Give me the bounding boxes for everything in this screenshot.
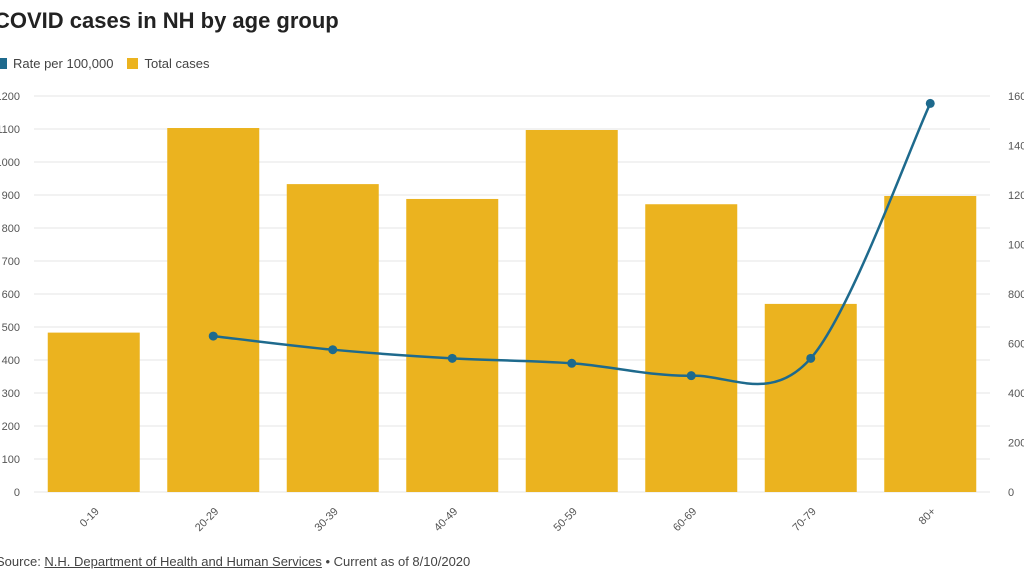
bar	[406, 198, 499, 492]
source-suffix: • Current as of 8/10/2020	[321, 554, 471, 569]
x-tick-label: 0-19	[78, 506, 102, 530]
right-tick-label: 1200	[1008, 190, 1024, 202]
rate-point	[806, 353, 816, 363]
left-tick-label: 400	[2, 355, 20, 367]
rate-swatch	[0, 58, 7, 69]
left-tick-label: 100	[2, 454, 20, 466]
left-tick-label: 500	[2, 322, 20, 334]
left-tick-label: 700	[2, 256, 20, 268]
bars	[47, 128, 977, 493]
legend: Rate per 100,000 Total cases	[0, 56, 210, 71]
source-link[interactable]: N.H. Department of Health and Human Serv…	[44, 554, 322, 569]
legend-item-cases: Total cases	[127, 56, 210, 71]
left-tick-label: 600	[2, 289, 20, 301]
right-tick-label: 1000	[1008, 240, 1024, 252]
bar	[884, 195, 977, 493]
rate-line	[208, 98, 935, 386]
left-axis-ticks: 0 100 200 300 400 500 600 700 800 900 1000 1100 1200	[0, 91, 20, 499]
source-note: Source: N.H. Department of Health and Hu…	[0, 554, 470, 569]
rate-point	[208, 331, 218, 341]
right-tick-label: 1400	[1008, 141, 1024, 153]
right-tick-label: 400	[1008, 388, 1024, 400]
left-tick-label: 200	[2, 421, 20, 433]
chart-title: COVID cases in NH by age group	[0, 8, 339, 33]
x-tick-label: 40-49	[432, 506, 460, 534]
rate-point	[567, 358, 577, 368]
x-tick-label: 50-59	[551, 506, 579, 534]
left-tick-label: 1000	[0, 157, 20, 169]
bar	[525, 129, 618, 493]
chart: 0 100 200 300 400 500 600 700 800 900 1000 1100 1200…	[0, 91, 1024, 534]
bar	[645, 204, 738, 493]
left-tick-label: 1100	[0, 124, 20, 136]
bar	[764, 303, 857, 492]
x-tick-label: 20-29	[193, 506, 221, 534]
right-tick-label: 600	[1008, 339, 1024, 351]
rate-point	[447, 353, 457, 363]
right-tick-label: 200	[1008, 438, 1024, 450]
bar	[286, 184, 379, 493]
cases-swatch	[127, 58, 139, 69]
x-tick-label: 30-39	[312, 506, 340, 534]
left-tick-label: 1200	[0, 91, 20, 103]
legend-cases-label: Total cases	[144, 56, 210, 71]
x-axis-labels: 0-19 20-29 30-39 40-49 50-59 60-69 70-79 80+	[78, 506, 939, 534]
left-tick-label: 0	[14, 487, 20, 499]
left-tick-label: 300	[2, 388, 20, 400]
legend-rate-label: Rate per 100,000	[13, 56, 114, 71]
left-tick-label: 800	[2, 223, 20, 235]
x-tick-label: 60-69	[671, 506, 699, 534]
rate-point	[925, 98, 935, 108]
bar	[47, 332, 140, 492]
rate-point	[686, 371, 696, 381]
left-tick-label: 900	[2, 190, 20, 202]
bar	[167, 128, 260, 492]
right-tick-label: 800	[1008, 289, 1024, 301]
x-tick-label: 80+	[917, 506, 939, 528]
source-prefix: Source:	[0, 554, 45, 569]
legend-item-rate: Rate per 100,000	[0, 56, 113, 71]
x-tick-label: 70-79	[790, 506, 818, 534]
rate-point	[328, 345, 338, 355]
right-tick-label: 0	[1008, 487, 1014, 499]
